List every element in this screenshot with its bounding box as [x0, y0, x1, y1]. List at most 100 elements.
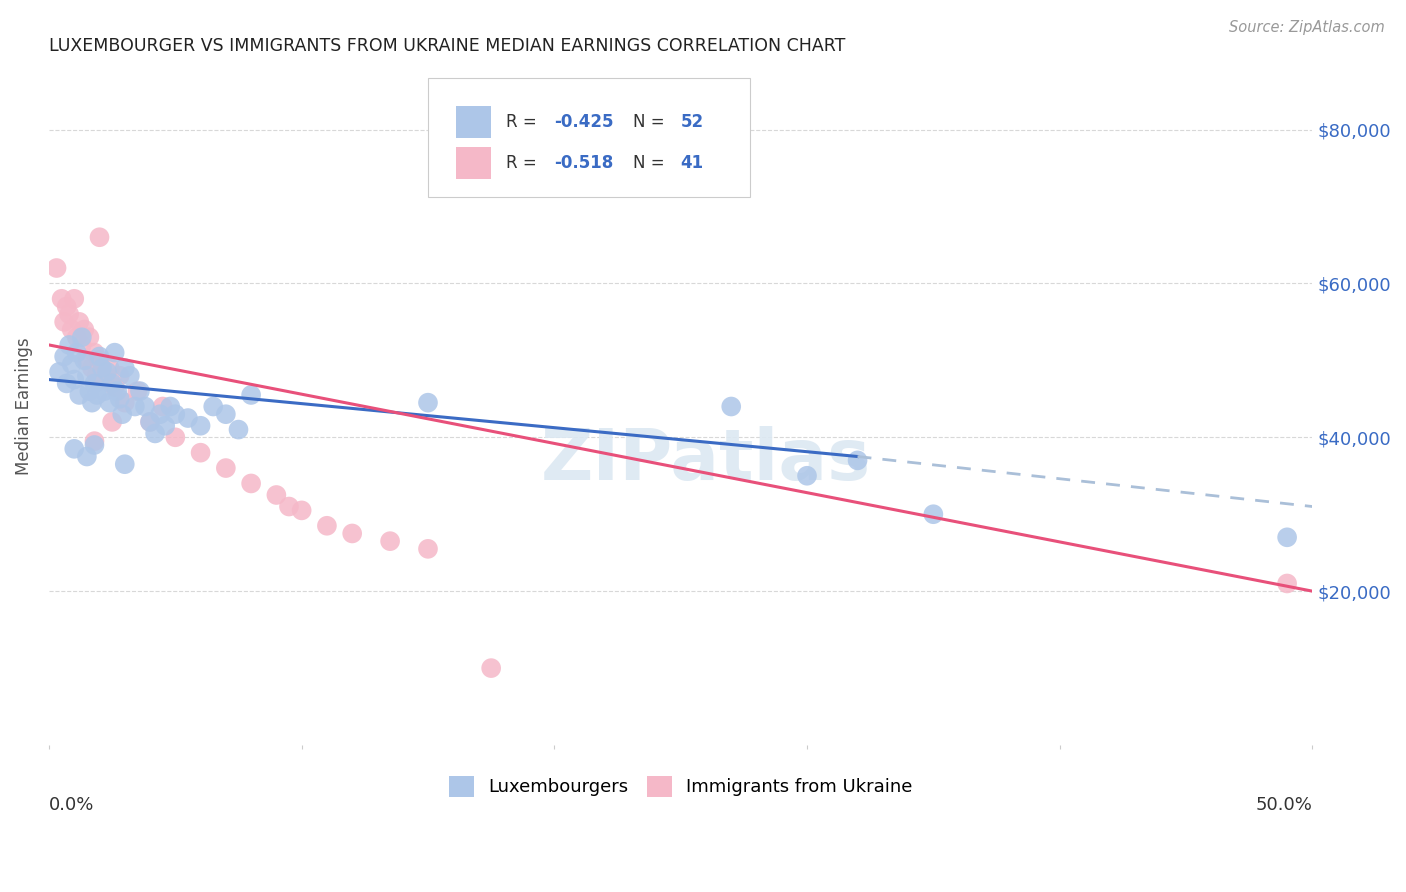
Point	[105, 384, 128, 398]
Point	[114, 361, 136, 376]
Point	[63, 292, 86, 306]
Point	[177, 411, 200, 425]
Point	[80, 361, 103, 376]
Point	[202, 400, 225, 414]
Point	[118, 368, 141, 383]
Point	[266, 488, 288, 502]
FancyBboxPatch shape	[427, 78, 751, 196]
Point	[63, 442, 86, 456]
Point	[114, 395, 136, 409]
Point	[60, 357, 83, 371]
Y-axis label: Median Earnings: Median Earnings	[15, 338, 32, 475]
Point	[76, 368, 98, 383]
Point	[76, 353, 98, 368]
Point	[165, 430, 187, 444]
Point	[98, 395, 121, 409]
Point	[1275, 576, 1298, 591]
Point	[129, 384, 152, 398]
Point	[215, 461, 238, 475]
Point	[149, 407, 172, 421]
Point	[58, 338, 80, 352]
Point	[79, 384, 101, 398]
Point	[63, 373, 86, 387]
Point	[416, 541, 439, 556]
Point	[70, 338, 93, 352]
Point	[93, 373, 115, 387]
Point	[240, 476, 263, 491]
Point	[53, 315, 76, 329]
Point	[80, 395, 103, 409]
Point	[416, 395, 439, 409]
Point	[720, 400, 742, 414]
Point	[83, 434, 105, 449]
Point	[45, 260, 67, 275]
Point	[159, 400, 181, 414]
Point	[98, 361, 121, 376]
Text: N =: N =	[633, 153, 669, 172]
Point	[155, 418, 177, 433]
Point	[139, 415, 162, 429]
Text: -0.425: -0.425	[554, 113, 614, 131]
Point	[190, 445, 212, 459]
Point	[378, 534, 401, 549]
Point	[124, 400, 146, 414]
Point	[83, 376, 105, 391]
Point	[58, 307, 80, 321]
Point	[51, 292, 73, 306]
Point	[134, 400, 156, 414]
Point	[55, 376, 77, 391]
Point	[922, 507, 945, 521]
Point	[240, 388, 263, 402]
Text: 52: 52	[681, 113, 704, 131]
Point	[215, 407, 238, 421]
Point	[291, 503, 314, 517]
Text: Source: ZipAtlas.com: Source: ZipAtlas.com	[1229, 20, 1385, 35]
Point	[66, 330, 89, 344]
Text: LUXEMBOURGER VS IMMIGRANTS FROM UKRAINE MEDIAN EARNINGS CORRELATION CHART: LUXEMBOURGER VS IMMIGRANTS FROM UKRAINE …	[49, 37, 845, 55]
Point	[48, 365, 70, 379]
Point	[96, 365, 118, 379]
Point	[111, 407, 134, 421]
Text: 50.0%: 50.0%	[1256, 796, 1312, 814]
Point	[152, 400, 174, 414]
Point	[108, 368, 131, 383]
Point	[101, 415, 124, 429]
Point	[1275, 530, 1298, 544]
Point	[796, 468, 818, 483]
Text: N =: N =	[633, 113, 669, 131]
Point	[278, 500, 301, 514]
Point	[70, 330, 93, 344]
Point	[139, 415, 162, 429]
Point	[66, 345, 89, 359]
Point	[67, 315, 90, 329]
Point	[76, 450, 98, 464]
Point	[55, 300, 77, 314]
Point	[316, 518, 339, 533]
Point	[73, 353, 96, 368]
Point	[479, 661, 502, 675]
Point	[53, 350, 76, 364]
Point	[89, 353, 111, 368]
Legend: Luxembourgers, Immigrants from Ukraine: Luxembourgers, Immigrants from Ukraine	[441, 768, 920, 804]
Point	[104, 380, 127, 394]
Point	[108, 392, 131, 406]
Point	[143, 426, 166, 441]
Point	[86, 368, 108, 383]
Point	[67, 388, 90, 402]
Point	[127, 384, 149, 398]
Text: R =: R =	[506, 153, 543, 172]
Point	[60, 322, 83, 336]
Text: 41: 41	[681, 153, 704, 172]
Point	[228, 423, 250, 437]
Point	[79, 330, 101, 344]
Point	[101, 376, 124, 391]
Point	[86, 388, 108, 402]
FancyBboxPatch shape	[456, 146, 491, 179]
Text: -0.518: -0.518	[554, 153, 613, 172]
Point	[190, 418, 212, 433]
Point	[165, 407, 187, 421]
Point	[83, 438, 105, 452]
Point	[846, 453, 869, 467]
Point	[73, 322, 96, 336]
Point	[104, 345, 127, 359]
